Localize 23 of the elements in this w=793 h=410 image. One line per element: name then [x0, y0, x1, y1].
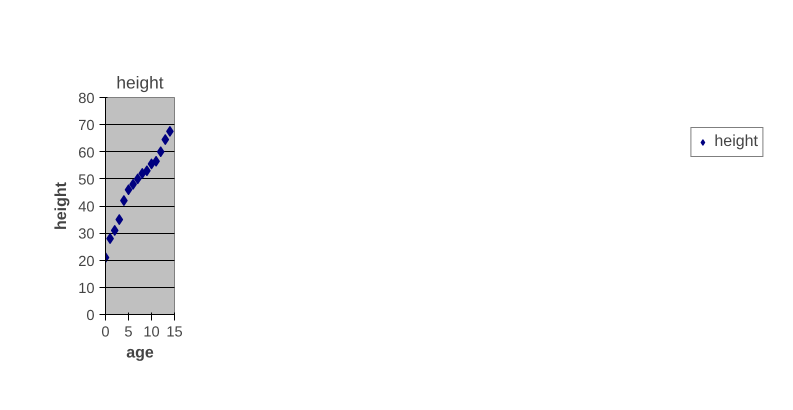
- y-tick-label: 80: [78, 91, 95, 107]
- x-axis-title: age: [126, 344, 154, 362]
- y-tick-label: 40: [78, 200, 95, 216]
- point: [110, 224, 119, 236]
- y-tick-label: 20: [78, 254, 95, 270]
- x-tick-label: 5: [124, 324, 133, 340]
- y-tick-label: 30: [78, 226, 95, 243]
- point: [134, 173, 142, 184]
- y-tick-label: 0: [86, 308, 95, 324]
- point: [156, 146, 165, 158]
- y-tick-label: 50: [78, 172, 95, 188]
- legend-label: height: [714, 133, 758, 151]
- x-tick-label: 10: [143, 324, 160, 340]
- chart-title: height: [116, 72, 164, 92]
- y-tick-label: 70: [78, 118, 95, 134]
- x-tick-label: 0: [101, 324, 110, 340]
- y-tick-label: 10: [78, 280, 95, 297]
- y-tick-label: 60: [78, 145, 95, 162]
- point: [138, 168, 146, 179]
- x-tick-label: 15: [166, 324, 183, 340]
- point: [115, 214, 124, 226]
- point: [161, 134, 170, 146]
- y-axis-title: height: [53, 181, 70, 230]
